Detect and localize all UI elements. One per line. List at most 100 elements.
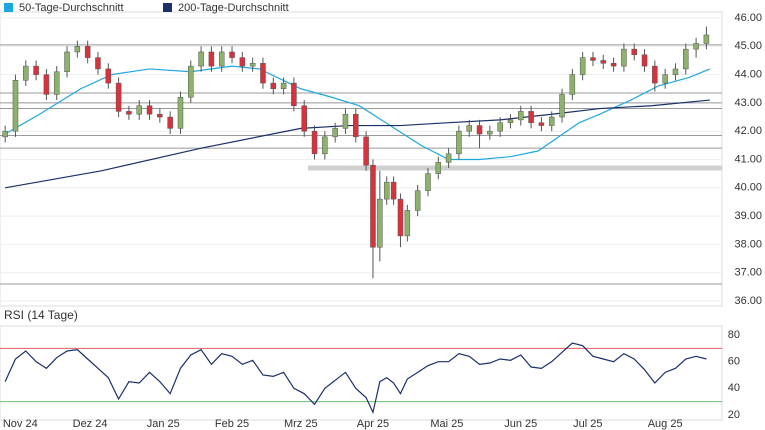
candle-body bbox=[600, 60, 607, 64]
rsi-line bbox=[4, 342, 707, 415]
y-tick-label: 42.00 bbox=[734, 125, 762, 137]
y-tick-label: 45.00 bbox=[734, 40, 762, 52]
x-tick-label: Jan 25 bbox=[147, 418, 180, 430]
candle-body bbox=[353, 113, 359, 138]
candle-body bbox=[363, 136, 369, 166]
candle-body bbox=[548, 116, 555, 126]
y-tick-label: 38.00 bbox=[734, 238, 762, 250]
candle-body bbox=[126, 111, 132, 115]
legend-swatch bbox=[163, 3, 172, 12]
candle-body bbox=[641, 54, 648, 67]
candle-body bbox=[425, 173, 431, 191]
candle-body bbox=[270, 82, 277, 89]
candle-body bbox=[703, 34, 710, 44]
rsi-tick-label: 20 bbox=[728, 409, 740, 421]
x-tick-label: Mrz 25 bbox=[284, 418, 318, 430]
candle-body bbox=[559, 94, 565, 118]
candle-body bbox=[33, 65, 39, 75]
candle-body bbox=[157, 113, 163, 118]
legend-label: 200-Tage-Durchschnitt bbox=[178, 2, 289, 14]
candle-body bbox=[136, 105, 142, 115]
candle-body bbox=[590, 57, 596, 61]
x-tick-label: Aug 25 bbox=[648, 418, 683, 430]
ma-line bbox=[4, 65, 711, 161]
legend-swatch bbox=[4, 3, 13, 12]
y-tick-label: 36.00 bbox=[734, 295, 762, 307]
candle-body bbox=[12, 80, 19, 132]
candle-body bbox=[497, 122, 503, 132]
candle-body bbox=[95, 57, 101, 70]
y-tick-label: 43.00 bbox=[734, 97, 762, 109]
candle-body bbox=[569, 74, 576, 95]
x-tick-label: Jun 25 bbox=[504, 418, 537, 430]
candle-body bbox=[198, 51, 204, 67]
candle-body bbox=[74, 46, 81, 53]
candle-body bbox=[610, 63, 617, 67]
candle-body bbox=[177, 96, 184, 129]
candle-body bbox=[538, 122, 545, 126]
rsi-tick-label: 40 bbox=[728, 382, 740, 394]
candle-body bbox=[466, 125, 472, 132]
candle-body bbox=[435, 162, 442, 174]
candle-body bbox=[579, 57, 586, 75]
candle-body bbox=[683, 48, 689, 70]
candle-body bbox=[84, 46, 91, 58]
x-tick-label: Nov 24 bbox=[3, 418, 38, 430]
candle-body bbox=[672, 68, 679, 75]
candle-body bbox=[239, 57, 246, 67]
y-tick-label: 37.00 bbox=[734, 267, 762, 279]
candle-body bbox=[43, 74, 50, 95]
candle-body bbox=[476, 125, 483, 135]
candle-body bbox=[229, 51, 235, 58]
candle-body bbox=[301, 105, 307, 132]
candle-body bbox=[260, 63, 266, 84]
candle-body bbox=[2, 130, 8, 138]
candle-body bbox=[53, 71, 60, 95]
candle-body bbox=[507, 119, 514, 123]
candle-body bbox=[370, 164, 376, 248]
candle-body bbox=[662, 74, 668, 84]
candle-body bbox=[621, 48, 627, 67]
candle-body bbox=[64, 51, 70, 73]
candle-body bbox=[105, 68, 112, 84]
y-tick-label: 39.00 bbox=[734, 210, 762, 222]
candle-body bbox=[23, 65, 29, 81]
candle-body bbox=[311, 130, 318, 155]
x-tick-label: Feb 25 bbox=[215, 418, 249, 430]
legend-label: 50-Tage-Durchschnitt bbox=[19, 2, 124, 14]
x-tick-label: Dez 24 bbox=[73, 418, 108, 430]
candle-body bbox=[249, 63, 256, 67]
candle-body bbox=[456, 130, 462, 155]
candle-body bbox=[414, 190, 421, 211]
y-tick-label: 41.00 bbox=[734, 153, 762, 165]
candle-body bbox=[377, 198, 383, 248]
candle-body bbox=[280, 82, 287, 89]
candle-body bbox=[390, 181, 397, 200]
candle-body bbox=[208, 51, 215, 67]
candle-body bbox=[631, 48, 637, 56]
x-tick-label: Apr 25 bbox=[357, 418, 389, 430]
y-tick-label: 40.00 bbox=[734, 182, 762, 194]
candle-body bbox=[445, 153, 452, 163]
ma-line bbox=[5, 99, 710, 189]
rsi-panel bbox=[0, 325, 723, 421]
candle-body bbox=[342, 113, 349, 129]
candle-body bbox=[528, 111, 534, 123]
rsi-tick-label: 80 bbox=[728, 329, 740, 341]
rsi-tick-label: 60 bbox=[728, 356, 740, 368]
x-tick-label: Mai 25 bbox=[430, 418, 463, 430]
y-tick-label: 46.00 bbox=[734, 12, 762, 24]
candle-body bbox=[487, 130, 493, 135]
candle-body bbox=[518, 111, 524, 121]
y-tick-label: 44.00 bbox=[734, 69, 762, 81]
candle-body bbox=[693, 43, 699, 50]
candle-body bbox=[322, 136, 328, 155]
candle-body bbox=[146, 105, 153, 115]
candle-body bbox=[167, 116, 173, 129]
x-tick-label: Jul 25 bbox=[573, 418, 602, 430]
candle-body bbox=[115, 82, 122, 112]
candle-body bbox=[404, 210, 411, 237]
rsi-title: RSI (14 Tage) bbox=[4, 308, 78, 322]
candle-body bbox=[188, 65, 194, 98]
